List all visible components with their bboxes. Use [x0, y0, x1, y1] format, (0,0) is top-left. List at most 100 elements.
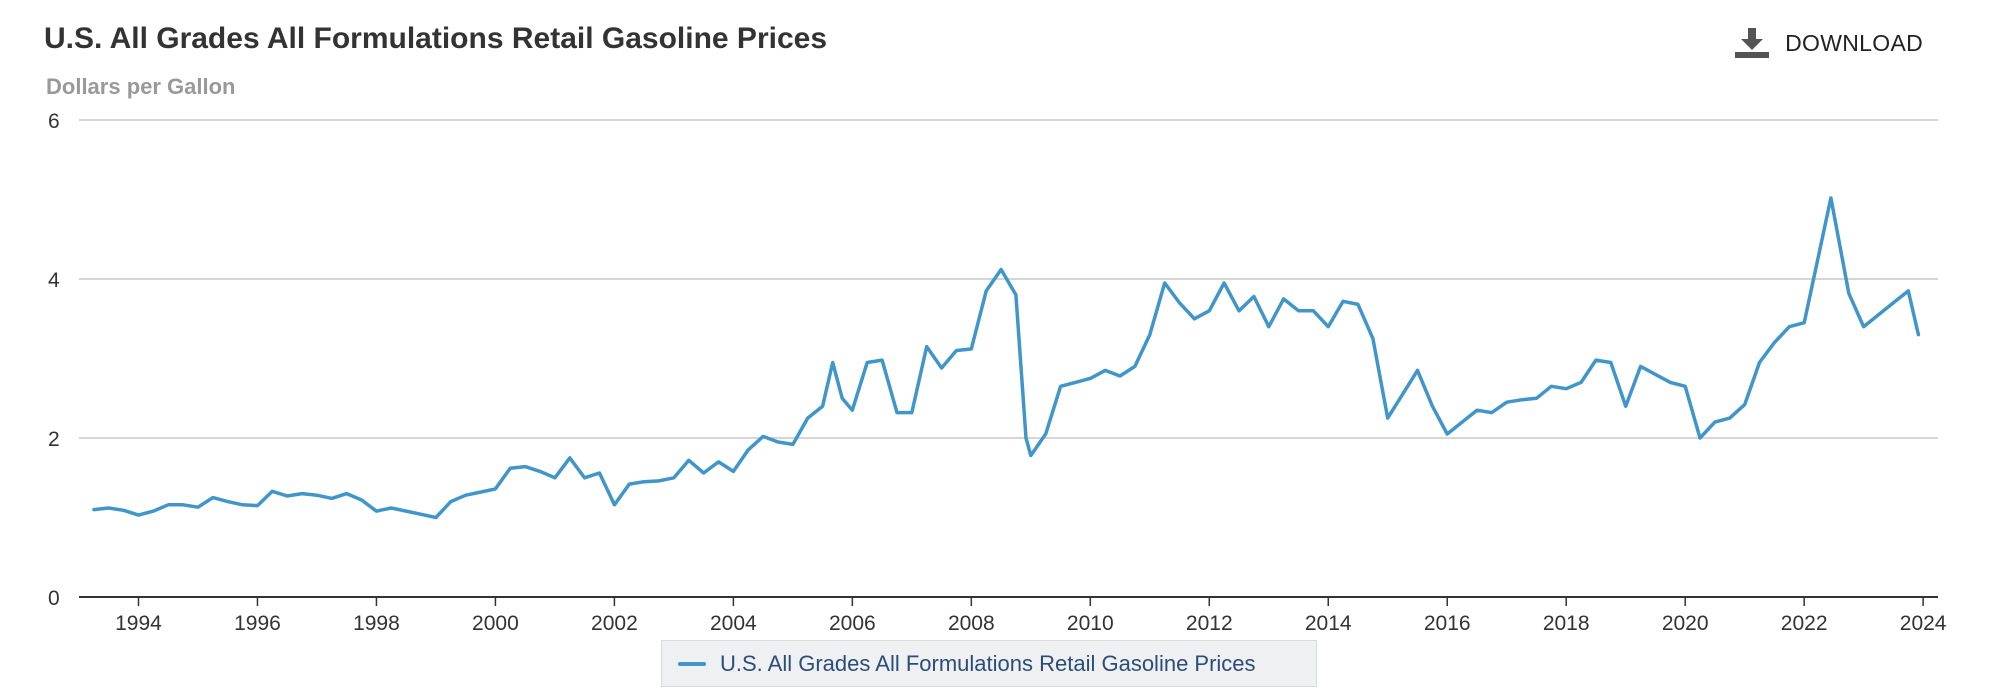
data-point[interactable] — [1579, 380, 1583, 384]
data-point[interactable] — [166, 503, 170, 507]
data-point[interactable] — [969, 347, 973, 351]
data-point[interactable] — [1430, 404, 1434, 408]
data-point[interactable] — [1728, 416, 1732, 420]
data-point[interactable] — [137, 513, 141, 517]
data-point[interactable] — [1401, 392, 1405, 396]
data-point[interactable] — [1445, 432, 1449, 436]
data-point[interactable] — [880, 358, 884, 362]
data-point[interactable] — [1787, 325, 1791, 329]
data-point[interactable] — [910, 411, 914, 415]
data-point[interactable] — [1207, 309, 1211, 313]
data-point[interactable] — [389, 506, 393, 510]
data-point[interactable] — [300, 492, 304, 496]
data-point[interactable] — [1386, 416, 1390, 420]
data-point[interactable] — [1029, 454, 1033, 458]
data-point[interactable] — [821, 404, 825, 408]
data-point[interactable] — [1024, 436, 1028, 440]
data-point[interactable] — [241, 503, 245, 507]
data-point[interactable] — [865, 361, 869, 365]
data-point[interactable] — [434, 516, 438, 520]
data-point[interactable] — [464, 493, 468, 497]
data-point[interactable] — [508, 466, 512, 470]
data-point[interactable] — [270, 489, 274, 493]
data-point[interactable] — [840, 396, 844, 400]
data-point[interactable] — [196, 505, 200, 509]
data-point[interactable] — [1059, 384, 1063, 388]
data-point[interactable] — [1683, 384, 1687, 388]
series-line-0[interactable] — [92, 196, 1921, 520]
data-point[interactable] — [1639, 364, 1643, 368]
data-point[interactable] — [449, 500, 453, 504]
data-point[interactable] — [360, 498, 364, 502]
data-point[interactable] — [925, 345, 929, 349]
data-point[interactable] — [1416, 368, 1420, 372]
data-point[interactable] — [1549, 384, 1553, 388]
data-point[interactable] — [940, 366, 944, 370]
data-point[interactable] — [1758, 361, 1762, 365]
data-point[interactable] — [1133, 364, 1137, 368]
data-point[interactable] — [776, 440, 780, 444]
data-point[interactable] — [850, 408, 854, 412]
data-point[interactable] — [746, 448, 750, 452]
data-point[interactable] — [1564, 387, 1568, 391]
data-point[interactable] — [642, 480, 646, 484]
data-point[interactable] — [1297, 309, 1301, 313]
data-point[interactable] — [568, 456, 572, 460]
data-point[interactable] — [1847, 291, 1851, 295]
data-point[interactable] — [1817, 252, 1821, 256]
data-point[interactable] — [330, 496, 334, 500]
data-point[interactable] — [1475, 408, 1479, 412]
data-point[interactable] — [1653, 372, 1657, 376]
legend-item[interactable]: U.S. All Grades All Formulations Retail … — [661, 640, 1317, 687]
data-point[interactable] — [151, 509, 155, 513]
data-point[interactable] — [657, 479, 661, 483]
data-point[interactable] — [1252, 295, 1256, 299]
data-point[interactable] — [226, 500, 230, 504]
data-point[interactable] — [1356, 302, 1360, 306]
data-point[interactable] — [1044, 432, 1048, 436]
data-point[interactable] — [831, 361, 835, 365]
data-point[interactable] — [598, 471, 602, 475]
data-point[interactable] — [984, 289, 988, 293]
data-point[interactable] — [1073, 380, 1077, 384]
data-point[interactable] — [1505, 400, 1509, 404]
data-point[interactable] — [374, 509, 378, 513]
data-point[interactable] — [1371, 337, 1375, 341]
data-point[interactable] — [256, 504, 260, 508]
data-point[interactable] — [1014, 293, 1018, 297]
data-point[interactable] — [1698, 436, 1702, 440]
data-point[interactable] — [181, 503, 185, 507]
data-point[interactable] — [627, 482, 631, 486]
data-point[interactable] — [672, 476, 676, 480]
data-point[interactable] — [1594, 358, 1598, 362]
data-point[interactable] — [92, 508, 96, 512]
data-point[interactable] — [1103, 368, 1107, 372]
data-point[interactable] — [761, 434, 765, 438]
data-point[interactable] — [315, 493, 319, 497]
data-point[interactable] — [1802, 321, 1806, 325]
data-point[interactable] — [419, 512, 423, 516]
data-point[interactable] — [1891, 301, 1895, 305]
data-point[interactable] — [806, 416, 810, 420]
data-point[interactable] — [702, 471, 706, 475]
data-point[interactable] — [1311, 309, 1315, 313]
data-point[interactable] — [1906, 289, 1910, 293]
data-point[interactable] — [479, 490, 483, 494]
data-point[interactable] — [1192, 317, 1196, 321]
data-point[interactable] — [404, 509, 408, 513]
data-point[interactable] — [1326, 325, 1330, 329]
data-point[interactable] — [791, 442, 795, 446]
data-point[interactable] — [1520, 398, 1524, 402]
data-point[interactable] — [1148, 333, 1152, 337]
data-point[interactable] — [1668, 380, 1672, 384]
data-point[interactable] — [731, 469, 735, 473]
data-point[interactable] — [1829, 196, 1833, 200]
data-point[interactable] — [1713, 420, 1717, 424]
data-point[interactable] — [687, 458, 691, 462]
data-point[interactable] — [1877, 313, 1881, 317]
data-point[interactable] — [122, 508, 126, 512]
data-point[interactable] — [1222, 281, 1226, 285]
data-point[interactable] — [1088, 376, 1092, 380]
data-point[interactable] — [1237, 309, 1241, 313]
data-point[interactable] — [211, 496, 215, 500]
